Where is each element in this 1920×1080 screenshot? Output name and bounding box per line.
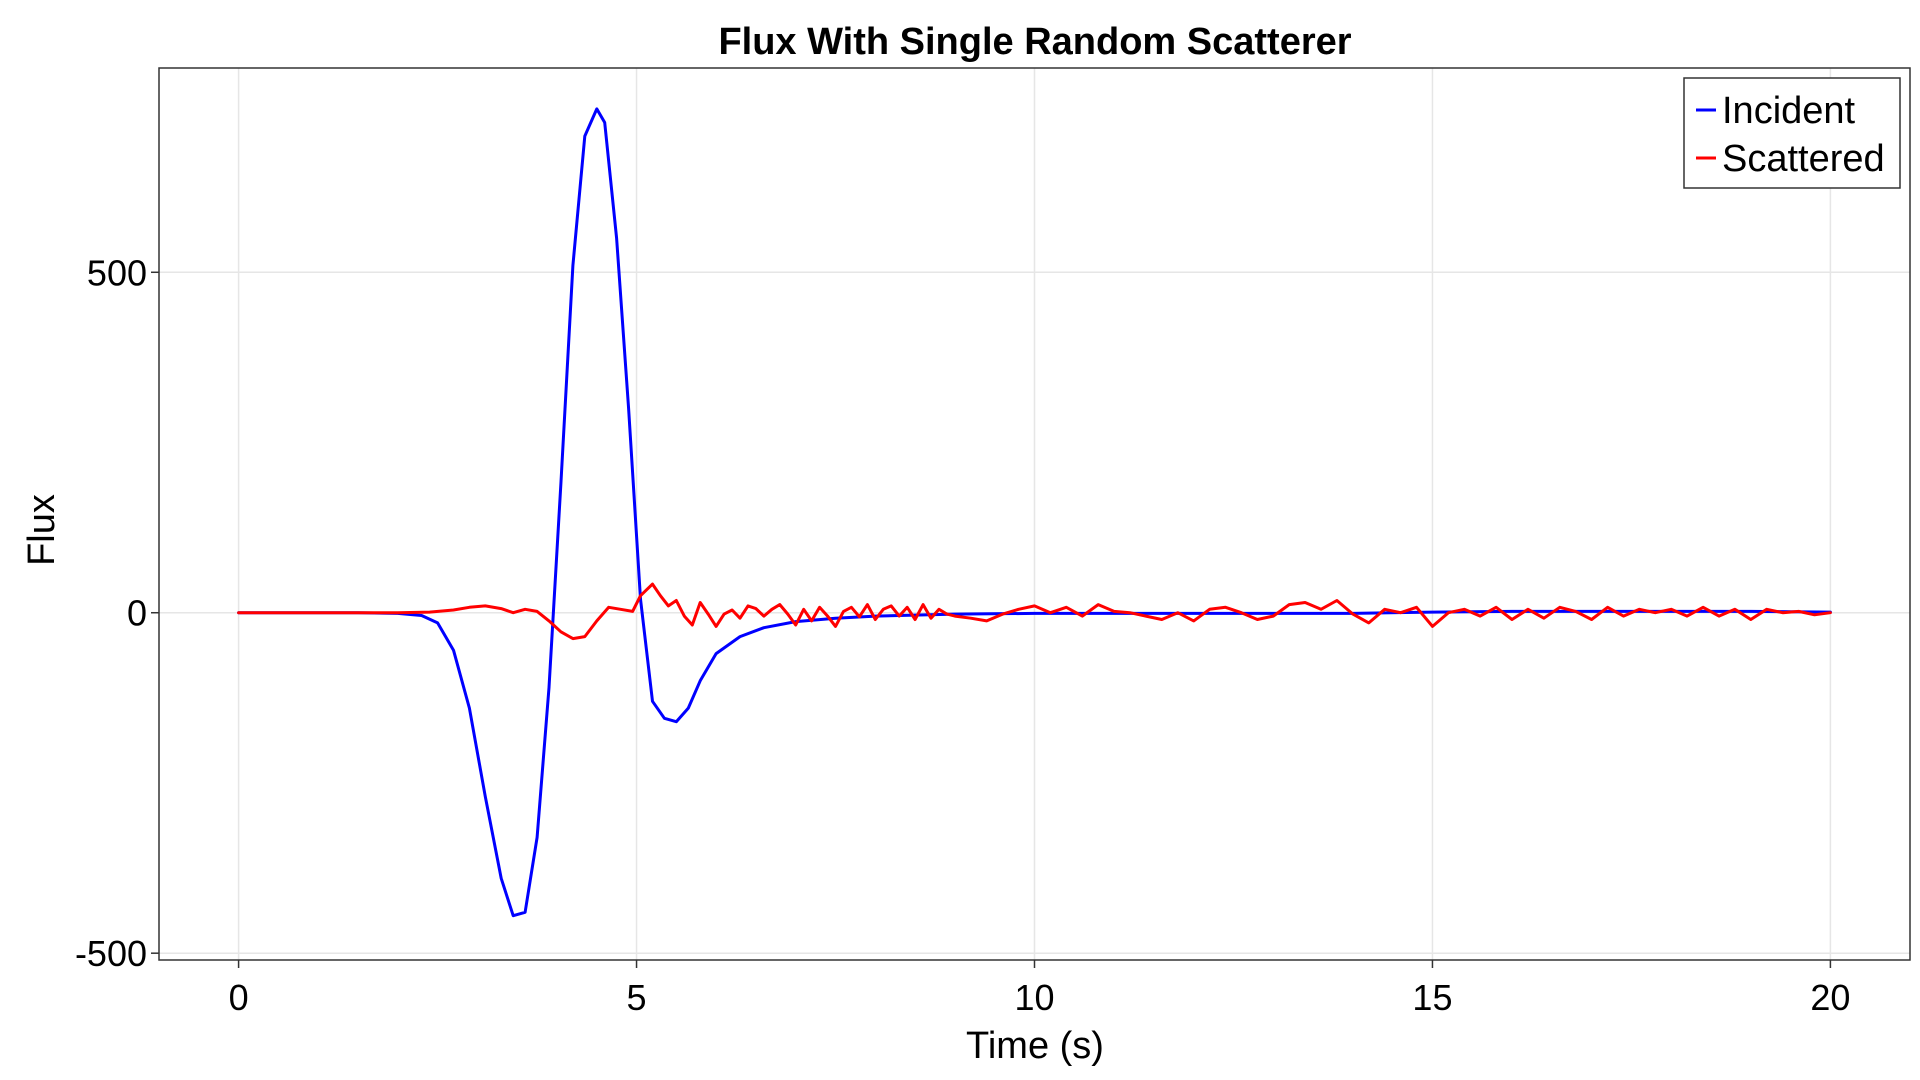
chart-title: Flux With Single Random Scatterer — [718, 21, 1351, 63]
x-tick-label: 5 — [627, 977, 647, 1018]
x-tick-label: 0 — [229, 977, 249, 1018]
series — [237, 107, 1832, 918]
series-line-scattered — [237, 582, 1832, 641]
y-tick-label: -500 — [75, 933, 147, 974]
legend-box — [1683, 77, 1901, 189]
legend-label-incident: Incident — [1722, 90, 1856, 132]
y-tick-label: 0 — [127, 593, 147, 634]
y-axis-label: Flux — [21, 494, 63, 566]
y-tick-label: 500 — [87, 252, 147, 293]
x-tick-label: 10 — [1014, 977, 1054, 1018]
legend: Incident Scattered — [1683, 77, 1901, 189]
x-axis-label: Time (s) — [966, 1025, 1104, 1067]
grid — [159, 68, 1910, 960]
axes: 0 5 10 15 20 -500 0 500 — [75, 252, 1850, 1018]
x-tick-label: 15 — [1412, 977, 1452, 1018]
x-tick-label: 20 — [1810, 977, 1850, 1018]
series-line-incident — [237, 107, 1832, 918]
legend-label-scattered: Scattered — [1722, 138, 1885, 180]
